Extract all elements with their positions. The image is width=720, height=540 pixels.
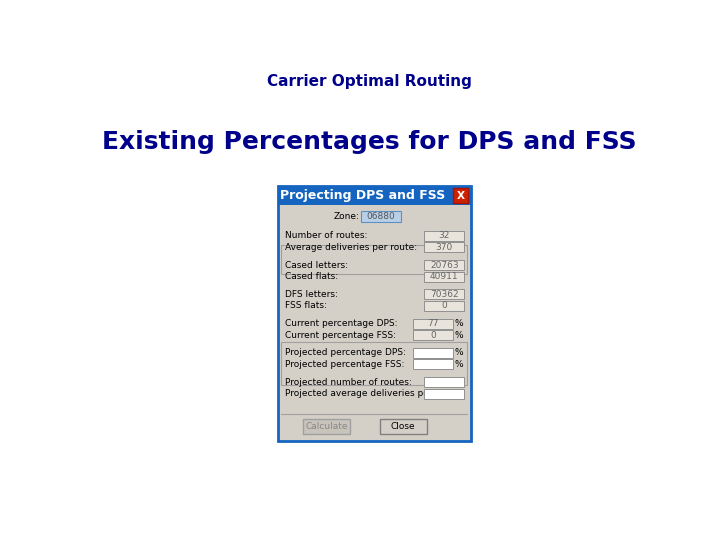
Text: Cased flats:: Cased flats: [284,272,338,281]
Bar [413,359,454,369]
Text: Zone:: Zone: [333,212,359,221]
Text: 370: 370 [436,243,453,252]
Text: Carrier Optimal Routing: Carrier Optimal Routing [266,74,472,89]
Text: 32: 32 [438,231,450,240]
Bar [303,419,350,434]
Text: 20763: 20763 [430,260,459,269]
Text: %: % [454,348,463,357]
Text: Number of routes:: Number of routes: [284,231,367,240]
Text: Projected average deliveries per route:: Projected average deliveries per route: [284,389,462,398]
Text: 06880: 06880 [366,212,395,221]
Bar [424,242,464,252]
Bar [453,188,468,204]
Bar [279,186,471,205]
Bar [413,348,454,358]
Bar [424,301,464,311]
Bar [424,260,464,270]
Bar [361,211,401,222]
Text: Average deliveries per route:: Average deliveries per route: [284,243,417,252]
Text: DFS letters:: DFS letters: [284,290,338,299]
Bar [424,377,464,387]
Bar [424,389,464,399]
Bar [424,272,464,281]
Bar [413,319,454,328]
Text: X: X [456,191,464,201]
Bar [424,289,464,299]
Text: FSS flats:: FSS flats: [284,301,326,310]
Bar [282,245,467,274]
Bar [413,330,454,340]
Text: 70362: 70362 [430,290,459,299]
Text: Current percentage FSS:: Current percentage FSS: [284,330,395,340]
Bar [424,231,464,241]
Text: Calculate: Calculate [305,422,348,431]
Text: 40911: 40911 [430,272,459,281]
Text: Projecting DPS and FSS: Projecting DPS and FSS [280,189,446,202]
Text: Projected percentage DPS:: Projected percentage DPS: [284,348,405,357]
Text: %: % [454,319,463,328]
Text: %: % [454,360,463,369]
Bar [380,419,426,434]
Text: 0: 0 [441,301,447,310]
Text: 0: 0 [431,330,436,340]
Text: 77: 77 [428,319,439,328]
Text: Projected number of routes:: Projected number of routes: [284,377,411,387]
Text: Projected percentage FSS:: Projected percentage FSS: [284,360,404,369]
Text: Current percentage DPS:: Current percentage DPS: [284,319,397,328]
Text: Cased letters:: Cased letters: [284,260,348,269]
Text: %: % [454,330,463,340]
Bar [279,186,471,441]
Text: Existing Percentages for DPS and FSS: Existing Percentages for DPS and FSS [102,130,636,154]
Text: Close: Close [391,422,415,431]
Bar [282,342,467,385]
